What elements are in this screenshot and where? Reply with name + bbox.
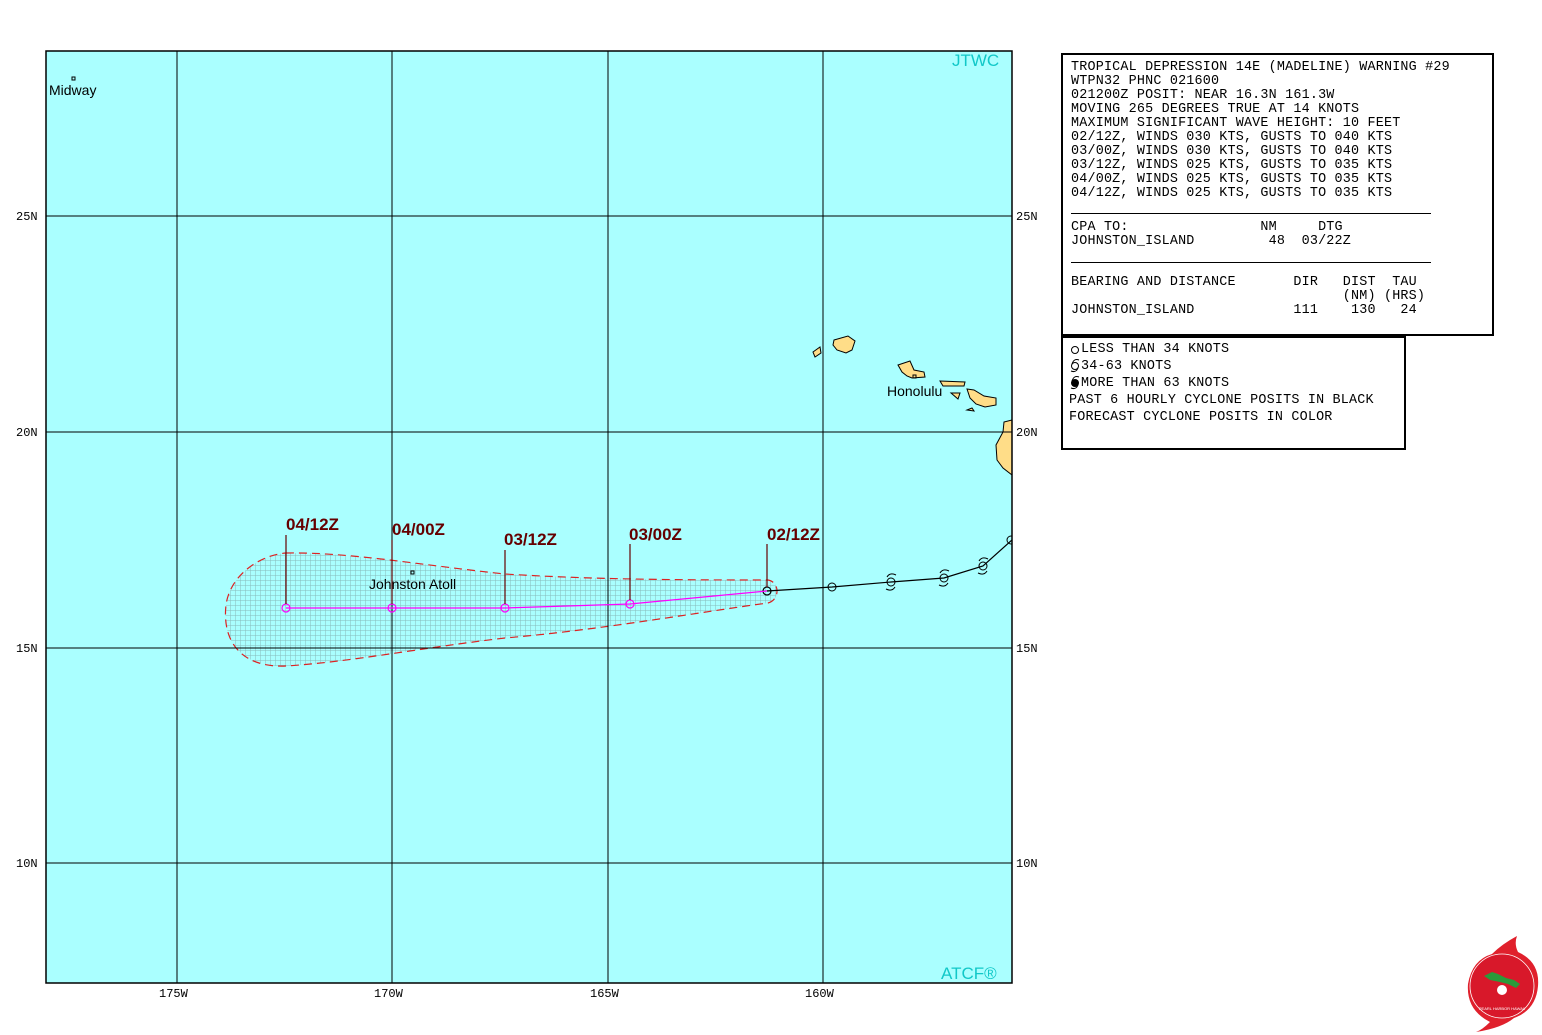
- warning-motion: MOVING 265 DEGREES TRUE AT 14 KNOTS: [1071, 102, 1360, 117]
- forecast-wind-02-12z: 02/12Z, WINDS 030 KTS, GUSTS TO 040 KTS: [1071, 130, 1393, 145]
- honolulu-marker: [912, 374, 917, 379]
- legend-panel: LESS THAN 34 KNOTS 34-63 KNOTS MORE THAN…: [1061, 336, 1406, 450]
- warning-position: 021200Z POSIT: NEAR 16.3N 161.3W: [1071, 88, 1335, 103]
- graticule: [46, 51, 1012, 983]
- tropical-storm-icon: [1069, 357, 1081, 377]
- place-label-midway: Midway: [49, 82, 96, 98]
- hawaiian-islands: [812, 335, 1012, 476]
- legend-note-past: PAST 6 HOURLY CYCLONE POSITS IN BLACK: [1069, 392, 1374, 408]
- legend-note-forecast: FORECAST CYCLONE POSITS IN COLOR: [1069, 409, 1333, 425]
- lon-tick-165w: 165W: [590, 987, 620, 1001]
- open-circle-icon: [1069, 340, 1081, 359]
- lat-tick-right-25n: 25N: [1016, 210, 1038, 224]
- lon-tick-175w: 175W: [159, 987, 189, 1001]
- cpa-row: JOHNSTON_ISLAND 48 03/22Z: [1071, 234, 1352, 249]
- lat-tick-left-25n: 25N: [16, 210, 38, 224]
- bearing-row: JOHNSTON_ISLAND 111 130 24: [1071, 303, 1417, 318]
- forecast-label-03-00z: 03/00Z: [629, 525, 682, 544]
- divider: [1071, 213, 1431, 214]
- legend-item-more-than-63: MORE THAN 63 KNOTS: [1069, 375, 1398, 392]
- place-label-johnston-atoll: Johnston Atoll: [369, 576, 456, 592]
- place-label-honolulu: Honolulu: [887, 383, 942, 399]
- midway-marker: [71, 76, 76, 81]
- ocean-background: [46, 51, 1012, 983]
- forecast-label-02-12z: 02/12Z: [767, 525, 820, 544]
- lon-tick-170w: 170W: [374, 987, 404, 1001]
- forecast-label-leaders: [285, 535, 768, 604]
- legend-item-less-than-34: LESS THAN 34 KNOTS: [1069, 341, 1398, 358]
- forecast-wind-03-00z: 03/00Z, WINDS 030 KTS, GUSTS TO 040 KTS: [1071, 144, 1393, 159]
- map-frame: [45, 50, 1013, 984]
- lat-tick-right-15n: 15N: [1016, 642, 1038, 656]
- divider: [1071, 262, 1431, 263]
- lon-tick-160w: 160W: [805, 987, 835, 1001]
- forecast-wind-04-12z: 04/12Z, WINDS 025 KTS, GUSTS TO 035 KTS: [1071, 186, 1393, 201]
- bearing-header: BEARING AND DISTANCE DIR DIST TAU: [1071, 275, 1417, 290]
- forecast-label-04-12z: 04/12Z: [286, 515, 339, 534]
- cpa-header: CPA TO: NM DTG: [1071, 220, 1343, 235]
- forecast-label-03-12z: 03/12Z: [504, 530, 557, 549]
- lat-tick-right-20n: 20N: [1016, 426, 1038, 440]
- jtwc-label: JTWC: [952, 51, 999, 70]
- hurricane-icon: [1069, 374, 1081, 394]
- lat-tick-left-20n: 20N: [16, 426, 38, 440]
- lat-tick-left-15n: 15N: [16, 642, 38, 656]
- logo-location-text: PEARL HARBOR HAWAII: [1479, 1006, 1525, 1011]
- legend-item-34-63: 34-63 KNOTS: [1069, 358, 1398, 375]
- lat-tick-left-10n: 10N: [16, 857, 38, 871]
- forecast-wind-03-12z: 03/12Z, WINDS 025 KTS, GUSTS TO 035 KTS: [1071, 158, 1393, 173]
- forecast-wind-04-00z: 04/00Z, WINDS 025 KTS, GUSTS TO 035 KTS: [1071, 172, 1393, 187]
- warning-title: TROPICAL DEPRESSION 14E (MADELINE) WARNI…: [1071, 60, 1450, 75]
- atcf-label: ATCF®: [941, 964, 997, 983]
- warning-wave-height: MAXIMUM SIGNIFICANT WAVE HEIGHT: 10 FEET: [1071, 116, 1401, 131]
- johnston-atoll-marker: [410, 570, 415, 575]
- jtwc-logo: PEARL HARBOR HAWAII: [1467, 936, 1539, 1032]
- warning-panel: TROPICAL DEPRESSION 14E (MADELINE) WARNI…: [1061, 53, 1494, 336]
- lat-tick-right-10n: 10N: [1016, 857, 1038, 871]
- forecast-label-04-00z: 04/00Z: [392, 520, 445, 539]
- bearing-units: (NM) (HRS): [1071, 289, 1426, 304]
- warning-header-id: WTPN32 PHNC 021600: [1071, 74, 1220, 89]
